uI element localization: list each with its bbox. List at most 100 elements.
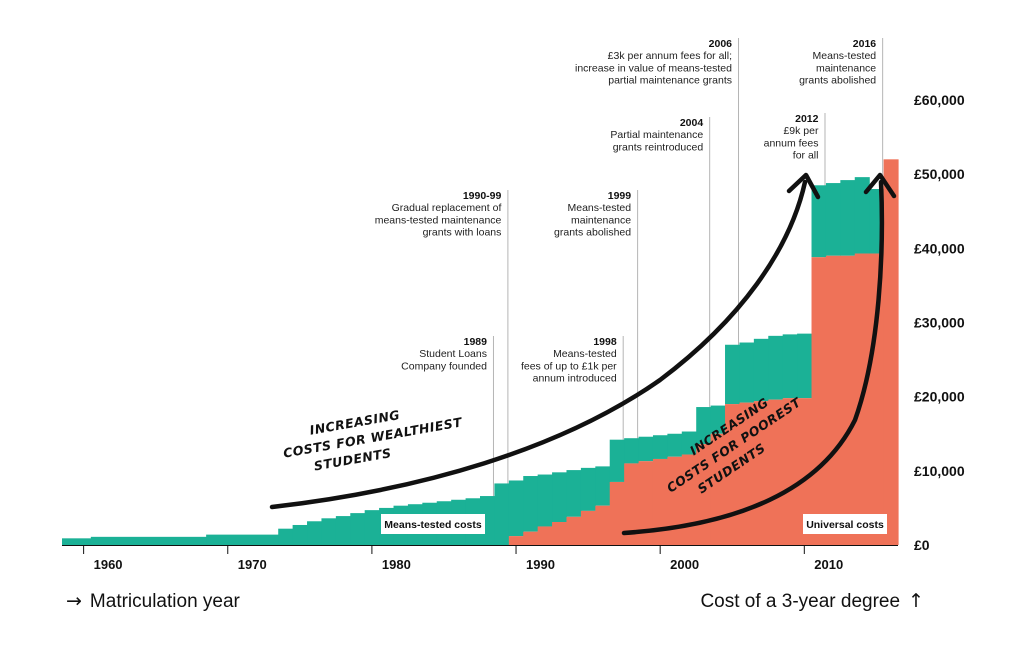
annotation-text: for all [793, 150, 819, 162]
wealthiest-arrow-head [786, 172, 821, 200]
annotation-text: Gradual replacement of [392, 202, 502, 214]
x-tick-label: 1980 [382, 557, 411, 572]
universal-costs-bar [753, 401, 769, 545]
universal-costs-bar [566, 516, 582, 545]
annotation-year: 2006 [709, 38, 733, 50]
y-tick-label: £20,000 [914, 389, 965, 405]
y-tick-label: £0 [914, 537, 930, 553]
universal-costs-bar [825, 255, 841, 545]
annotation-text: fees of up to £1k per [521, 360, 617, 372]
universal-costs-bar [508, 536, 524, 545]
means-tested-costs-bar [753, 338, 769, 402]
annotation-text: £3k per annum fees for all; [608, 50, 732, 62]
means-tested-label: Means-tested costs [384, 519, 482, 531]
x-tick-label: 1970 [238, 557, 267, 572]
annotation-text: £9k per [783, 125, 819, 137]
means-tested-costs-bar [595, 466, 611, 506]
annotation-text: Means-tested [553, 348, 617, 360]
x-axis-label: → Matriculation year [58, 590, 240, 613]
means-tested-label-box [381, 514, 485, 534]
universal-costs-bar [782, 398, 798, 545]
universal-costs-bar [840, 255, 856, 545]
annotation-year: 1998 [593, 336, 617, 348]
x-axis-title: Matriculation year [89, 591, 240, 612]
means-tested-costs-bar [624, 438, 640, 464]
universal-costs-bar [595, 505, 611, 545]
universal-costs-bar [537, 526, 553, 545]
annotation-year: 2016 [853, 38, 877, 50]
means-tested-costs-bar [537, 474, 553, 527]
annotation-text: annum introduced [533, 373, 617, 385]
means-tested-costs-bar [552, 472, 568, 523]
universal-costs-bar [725, 404, 741, 545]
poorest-arrow [621, 179, 885, 536]
annotation-text: increase in value of means-tested [575, 62, 732, 74]
universal-costs-bar [609, 481, 625, 545]
universal-costs-bar [580, 510, 596, 545]
universal-costs-bar [667, 456, 683, 545]
annotation-year: 1999 [608, 190, 632, 202]
means-tested-costs-bar [62, 538, 92, 545]
universal-costs-bar [624, 463, 640, 545]
universal-costs-bar [869, 253, 885, 545]
means-tested-costs-bar [825, 183, 841, 256]
means-tested-costs-bar [725, 344, 741, 405]
y-axis-label: Cost of a 3-year degree ↑ [700, 590, 932, 613]
universal-costs-bar [523, 531, 539, 545]
means-tested-costs-bar [696, 407, 712, 445]
trend-arrows [269, 172, 897, 536]
means-tested-costs-bar [840, 180, 856, 256]
annotation-text: Partial maintenance [610, 129, 703, 141]
means-tested-costs-bar [278, 528, 294, 545]
means-tested-costs-bar [335, 516, 351, 545]
y-tick-label: £40,000 [914, 240, 965, 256]
universal-costs-bar [768, 399, 784, 545]
arrow-up-icon: ↑ [908, 590, 924, 612]
y-tick-label: £50,000 [914, 166, 965, 182]
means-tested-costs-bar [797, 333, 813, 399]
annotation-text: maintenance [571, 214, 631, 226]
annotation-year: 2004 [680, 117, 704, 129]
annotation-year: 1989 [464, 336, 488, 348]
means-tested-costs-bar [710, 405, 726, 434]
means-tested-costs-bar [206, 534, 279, 545]
means-tested-costs-bar [768, 335, 784, 400]
means-tested-costs-bar [523, 476, 539, 532]
universal-costs-bar [638, 461, 654, 545]
universal-label: Universal costs [806, 519, 884, 531]
y-tick-label: £60,000 [914, 92, 965, 108]
annotation-text: Student Loans [419, 348, 487, 360]
means-tested-costs-bar [580, 467, 596, 511]
means-tested-costs-bar [782, 334, 798, 399]
means-tested-costs-bar [854, 177, 870, 254]
handwritten-wealthiest: INCREASING COSTS FOR WEALTHIEST STUDENTS [282, 407, 464, 473]
means-tested-costs-bar [566, 470, 582, 517]
y-tick-labels: £0 £10,000 £20,000 £30,000 £40,000 £50,000 £60… [914, 92, 965, 553]
means-tested-costs-bar [321, 518, 337, 545]
means-tested-costs-bar [508, 480, 524, 537]
means-tested-costs-bar [652, 435, 668, 459]
arrow-right-icon: → [66, 590, 82, 612]
annotation-text: grants abolished [554, 227, 631, 239]
annotation-text: Means-tested [567, 202, 631, 214]
y-axis-title: Cost of a 3-year degree [700, 591, 901, 612]
means-tested-costs-bar [292, 524, 308, 545]
means-tested-costs-bar [364, 510, 380, 545]
annotation-text: Means-tested [813, 50, 877, 62]
means-tested-costs-bar [350, 513, 366, 545]
poorest-arrow-head [863, 172, 897, 199]
annotation-2006: 2006£3k per annum fees for all;increase … [575, 38, 732, 87]
universal-label-box [803, 514, 887, 534]
x-tick-label: 1990 [526, 557, 555, 572]
means-tested-costs-bar [90, 536, 207, 545]
means-tested-costs-bar [307, 521, 323, 545]
annotation-text: partial maintenance grants [608, 75, 732, 87]
